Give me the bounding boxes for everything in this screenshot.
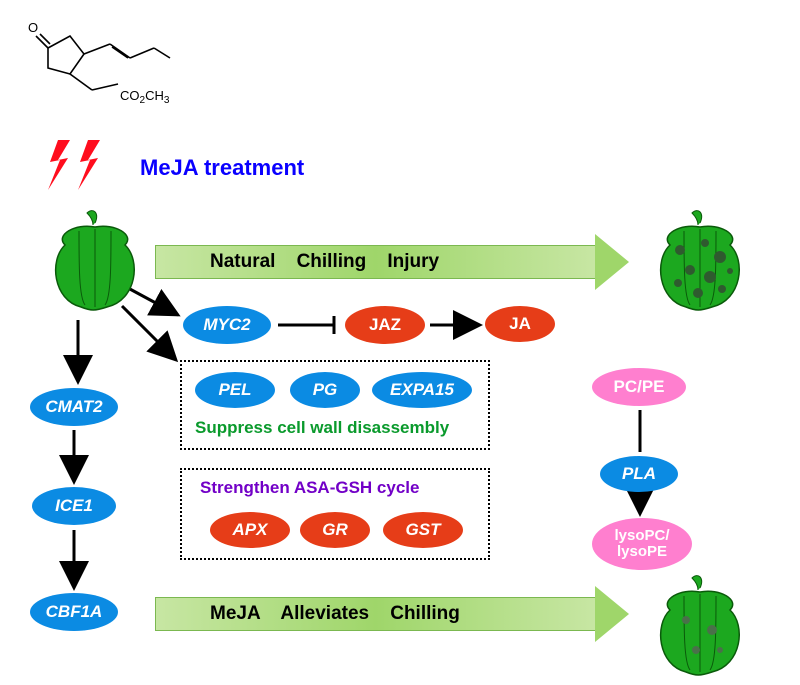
node-pla: PLA	[600, 456, 678, 492]
meja-alleviates-label: MeJA Alleviates Chilling	[210, 603, 460, 625]
node-cbf1a: CBF1A	[30, 593, 118, 631]
node-gst: GST	[383, 512, 463, 548]
node-jaz: JAZ	[345, 306, 425, 344]
node-ja: JA	[485, 306, 555, 342]
pepper-left	[45, 205, 145, 315]
natural-chilling-label: Natural Chilling Injury	[210, 251, 439, 273]
svg-text:O: O	[28, 20, 38, 35]
node-pcpe: PC/PE	[592, 368, 686, 406]
node-ice1: ICE1	[32, 487, 116, 525]
pepper-bottom-right	[650, 570, 750, 680]
node-expa15: EXPA15	[372, 372, 472, 408]
node-pel: PEL	[195, 372, 275, 408]
asagsh-caption: Strengthen ASA-GSH cycle	[200, 478, 419, 498]
diagram-canvas: O CO2CH3 MeJA treatment	[0, 0, 800, 685]
node-lyso: lysoPC/ lysoPE	[592, 518, 692, 570]
node-apx: APX	[210, 512, 290, 548]
node-cmat2: CMAT2	[30, 388, 118, 426]
node-myc2: MYC2	[183, 306, 271, 344]
svg-text:CO2CH3: CO2CH3	[120, 88, 170, 106]
node-pg: PG	[290, 372, 360, 408]
pepper-top-right	[650, 205, 750, 315]
node-gr: GR	[300, 512, 370, 548]
lightning-icon	[78, 140, 100, 190]
chemical-structure: O CO2CH3	[20, 6, 195, 116]
lightning-icon	[48, 140, 70, 190]
title-label: MeJA treatment	[140, 155, 304, 181]
cellwall-caption: Suppress cell wall disassembly	[195, 418, 449, 438]
